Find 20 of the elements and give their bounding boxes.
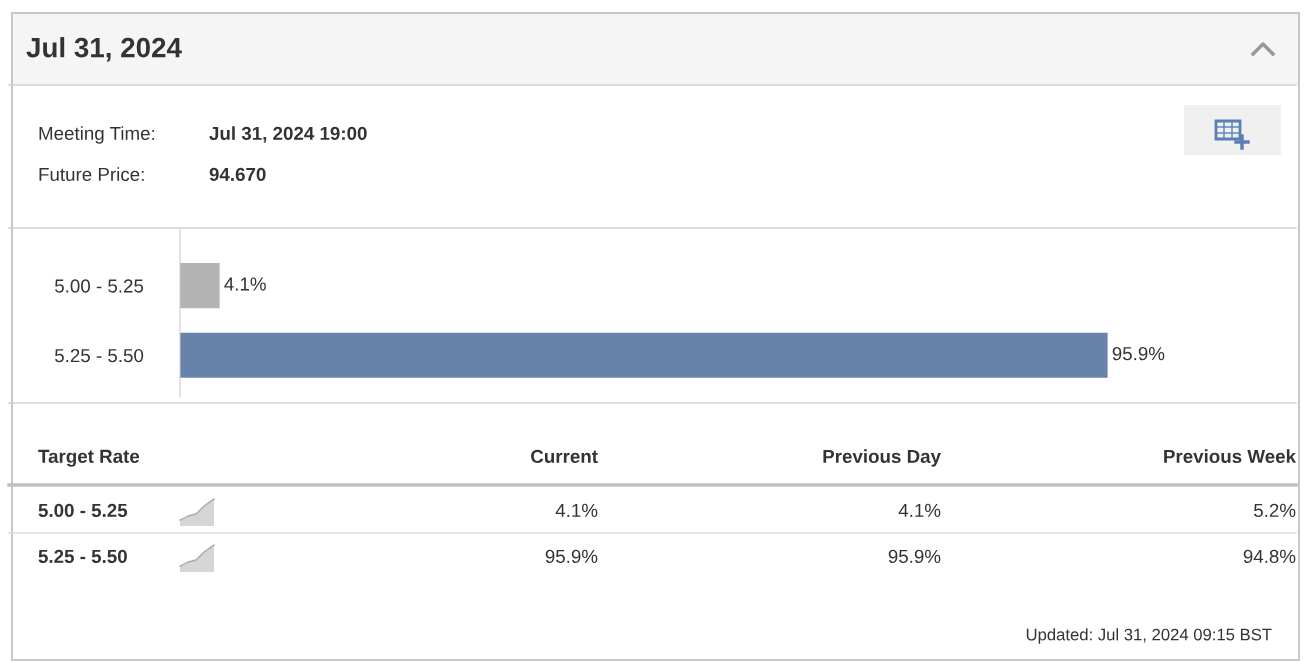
text: Previous Day bbox=[823, 449, 941, 467]
text: Jul 31, 2024 19:00 bbox=[209, 126, 367, 143]
text: Updated: Jul 31, 2024 09:15 BST bbox=[1026, 628, 1272, 644]
text: 5.25 - 5.50 bbox=[38, 549, 127, 564]
text: Future Price: bbox=[39, 167, 144, 182]
text: Previous Week bbox=[1164, 449, 1297, 464]
data-label: 4.1% bbox=[224, 277, 266, 291]
text: 4.1% bbox=[555, 503, 598, 517]
text: 4.1% bbox=[898, 503, 941, 517]
text: Meeting Time: bbox=[39, 126, 155, 144]
text: 5.2% bbox=[1254, 503, 1296, 518]
data-label: 95.9% bbox=[1112, 347, 1165, 361]
text: Target Rate bbox=[38, 449, 140, 467]
text: 5.00 - 5.25 bbox=[38, 503, 128, 518]
text: Jul 31, 2024 bbox=[26, 37, 182, 62]
text: 94.670 bbox=[209, 167, 266, 182]
text: 94.8% bbox=[1243, 549, 1296, 564]
text: 95.9% bbox=[545, 549, 598, 564]
text: 95.9% bbox=[888, 549, 941, 564]
text: Current bbox=[531, 449, 598, 464]
